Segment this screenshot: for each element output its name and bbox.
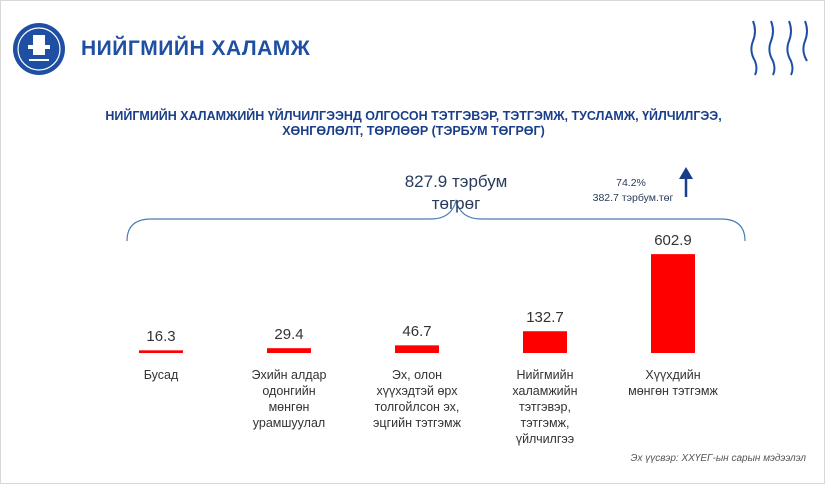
- value-label: 16.3: [146, 328, 176, 346]
- category-label: Эхийн алдар одонгийн мөнгөн урамшуулал: [251, 368, 327, 430]
- value-label: 29.4: [274, 326, 304, 344]
- total-annotation: 827.9 тэрбум төгрөг: [404, 172, 508, 213]
- category-label: Эх, олон хүүхэдтэй өрх толгойлсон эх, эц…: [373, 368, 461, 430]
- mongolian-script: [750, 20, 808, 76]
- category-label: Хүүхдийн мөнгөн тэтгэмж: [628, 368, 718, 398]
- value-label: 46.7: [402, 323, 432, 341]
- category-label: Бусад: [143, 368, 179, 382]
- page-title: НИЙГМИЙН ХАЛАМЖ: [81, 37, 311, 60]
- brace: [126, 198, 746, 242]
- bar: [267, 348, 311, 353]
- chart-title: НИЙГМИЙН ХАЛАМЖИЙН ҮЙЛЧИЛГЭЭНД ОЛГОСОН Т…: [105, 109, 722, 138]
- bar: [651, 254, 695, 353]
- source-note: Эх үүсвэр: ХХҮЕГ-ын сарын мэдээлэл: [630, 453, 807, 464]
- share-annotation: 74.2%: [616, 177, 646, 189]
- bar: [395, 345, 439, 353]
- logo: [13, 23, 65, 75]
- bar: [523, 331, 567, 353]
- bar: [139, 350, 183, 353]
- value-label: 132.7: [526, 309, 564, 327]
- up-arrow: [679, 167, 693, 197]
- value-label: 602.9: [654, 232, 692, 250]
- category-label: Нийгмийн халамжийн тэтгэвэр, тэтгэмж, үй…: [512, 368, 578, 446]
- amount-annotation: 382.7 тэрбум.төг: [592, 192, 674, 204]
